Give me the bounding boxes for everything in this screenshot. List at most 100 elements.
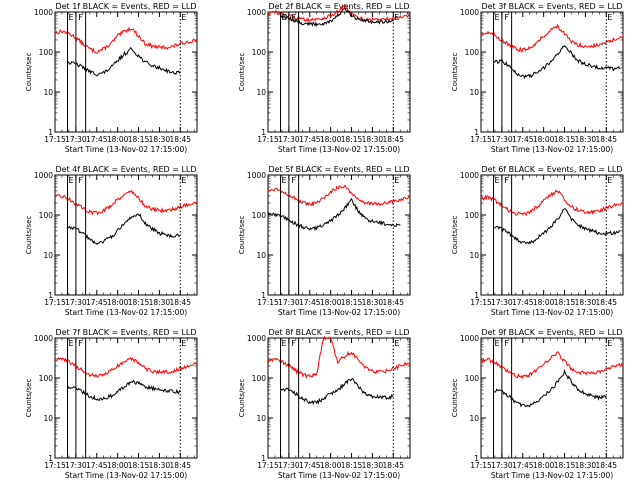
chart-panel-1: Det 1f BLACK = Events, RED = LLD 1 10 100 10…	[25, 2, 198, 154]
x-tick-label: 17:45	[86, 298, 108, 307]
interval-marker-label: E	[394, 176, 399, 185]
series-line-lld	[480, 23, 624, 53]
interval-marker-label: E	[181, 13, 186, 22]
y-axis-label: Counts/sec	[25, 379, 33, 418]
x-tick-label: 17:15	[470, 461, 492, 470]
interval-marker-label: F	[78, 13, 83, 22]
x-tick-label: 17:15	[470, 135, 492, 144]
plot-frame	[267, 174, 411, 296]
y-tick-label: 1	[48, 454, 53, 463]
interval-marker-label: E	[282, 176, 287, 185]
x-tick-label: 18:15	[554, 135, 576, 144]
x-axis-label: Start Time (13-Nov-02 17:15:00)	[278, 471, 400, 480]
chart-title: Det 3f BLACK = Events, RED = LLD	[481, 2, 622, 11]
x-tick-label: 17:45	[299, 461, 321, 470]
y-tick-label: 1	[48, 128, 53, 137]
y-tick-label: 10	[43, 88, 53, 97]
interval-marker-label: E	[69, 13, 74, 22]
y-tick-label: 1	[474, 291, 479, 300]
interval-marker-label: F	[291, 13, 296, 22]
x-tick-label: 18:45	[169, 135, 191, 144]
chart-title: Det 6f BLACK = Events, RED = LLD	[481, 165, 622, 174]
x-tick-label: 18:45	[382, 135, 404, 144]
y-axis-label: Counts/sec	[238, 53, 246, 92]
y-tick-label: 1	[261, 291, 266, 300]
interval-marker-label: E	[181, 176, 186, 185]
chart-title: Det 4f BLACK = Events, RED = LLD	[55, 165, 196, 174]
x-tick-label: 18:00	[107, 298, 129, 307]
y-tick-label: 10	[469, 88, 479, 97]
x-tick-label: 18:00	[107, 461, 129, 470]
x-tick-label: 17:45	[512, 461, 534, 470]
x-tick-label: 18:30	[362, 461, 384, 470]
y-tick-label: 10	[469, 251, 479, 260]
y-tick-label: 1000	[247, 8, 266, 17]
y-axis-label: Counts/sec	[238, 216, 246, 255]
x-tick-label: 18:30	[575, 135, 597, 144]
x-axis-label: Start Time (13-Nov-02 17:15:00)	[278, 145, 400, 154]
y-axis-label: Counts/sec	[451, 379, 459, 418]
chart-panel-8: Det 8f BLACK = Events, RED = LLD 1 10 100 10…	[238, 328, 411, 480]
plot-frame	[480, 337, 624, 459]
y-tick-label: 10	[256, 251, 266, 260]
interval-marker-label: F	[504, 339, 509, 348]
chart-title: Det 2f BLACK = Events, RED = LLD	[268, 2, 409, 11]
x-tick-label: 17:30	[278, 298, 300, 307]
y-tick-label: 1000	[247, 334, 266, 343]
x-tick-label: 18:00	[533, 298, 555, 307]
x-tick-label: 18:00	[320, 461, 342, 470]
y-axis-label: Counts/sec	[238, 379, 246, 418]
x-tick-label: 18:15	[128, 461, 150, 470]
y-tick-label: 1	[261, 454, 266, 463]
x-tick-label: 18:45	[595, 135, 617, 144]
chart-panel-9: Det 9f BLACK = Events, RED = LLD 1 10 100 10…	[451, 328, 624, 480]
x-tick-label: 18:00	[533, 461, 555, 470]
x-tick-label: 18:15	[128, 298, 150, 307]
series-line-events	[493, 208, 621, 245]
interval-marker-label: E	[282, 339, 287, 348]
x-tick-label: 17:15	[257, 135, 279, 144]
interval-marker-label: E	[181, 339, 186, 348]
plot-frame	[54, 174, 198, 296]
x-tick-label: 17:30	[278, 461, 300, 470]
interval-marker-label: E	[607, 339, 612, 348]
y-axis-label: Counts/sec	[451, 53, 459, 92]
y-tick-label: 10	[256, 88, 266, 97]
x-axis-label: Start Time (13-Nov-02 17:15:00)	[65, 145, 187, 154]
interval-marker-label: F	[504, 176, 509, 185]
x-tick-label: 17:45	[512, 298, 534, 307]
x-tick-label: 18:45	[169, 461, 191, 470]
y-tick-label: 1000	[460, 334, 479, 343]
x-tick-label: 17:45	[512, 135, 534, 144]
chart-panel-2: Det 2f BLACK = Events, RED = LLD 1 10 100 10…	[238, 2, 411, 154]
x-tick-label: 17:30	[491, 461, 513, 470]
series-line-lld	[54, 356, 198, 379]
interval-marker-label: F	[291, 339, 296, 348]
x-tick-label: 18:30	[575, 461, 597, 470]
y-tick-label: 1000	[34, 8, 53, 17]
y-tick-label: 10	[43, 251, 53, 260]
y-tick-label: 100	[252, 48, 267, 57]
x-axis-label: Start Time (13-Nov-02 17:15:00)	[65, 471, 187, 480]
x-tick-label: 18:15	[554, 461, 576, 470]
y-tick-label: 100	[465, 211, 480, 220]
plot-frame	[480, 174, 624, 296]
x-tick-label: 17:45	[299, 135, 321, 144]
x-tick-label: 17:30	[65, 135, 87, 144]
chart-panel-7: Det 7f BLACK = Events, RED = LLD 1 10 100 10…	[25, 328, 198, 480]
chart-title: Det 7f BLACK = Events, RED = LLD	[55, 328, 196, 337]
plot-frame	[54, 11, 198, 133]
interval-marker-label: E	[495, 13, 500, 22]
x-tick-label: 18:00	[320, 135, 342, 144]
x-tick-label: 18:00	[320, 298, 342, 307]
x-axis-label: Start Time (13-Nov-02 17:15:00)	[491, 308, 613, 317]
x-tick-label: 17:15	[44, 461, 66, 470]
x-tick-label: 18:00	[533, 135, 555, 144]
series-line-lld	[480, 351, 624, 380]
interval-marker-label: E	[394, 13, 399, 22]
chart-panel-4: Det 4f BLACK = Events, RED = LLD 1 10 100 10…	[25, 165, 198, 317]
interval-marker-label: E	[69, 176, 74, 185]
x-tick-label: 18:30	[149, 298, 171, 307]
x-axis-label: Start Time (13-Nov-02 17:15:00)	[491, 471, 613, 480]
